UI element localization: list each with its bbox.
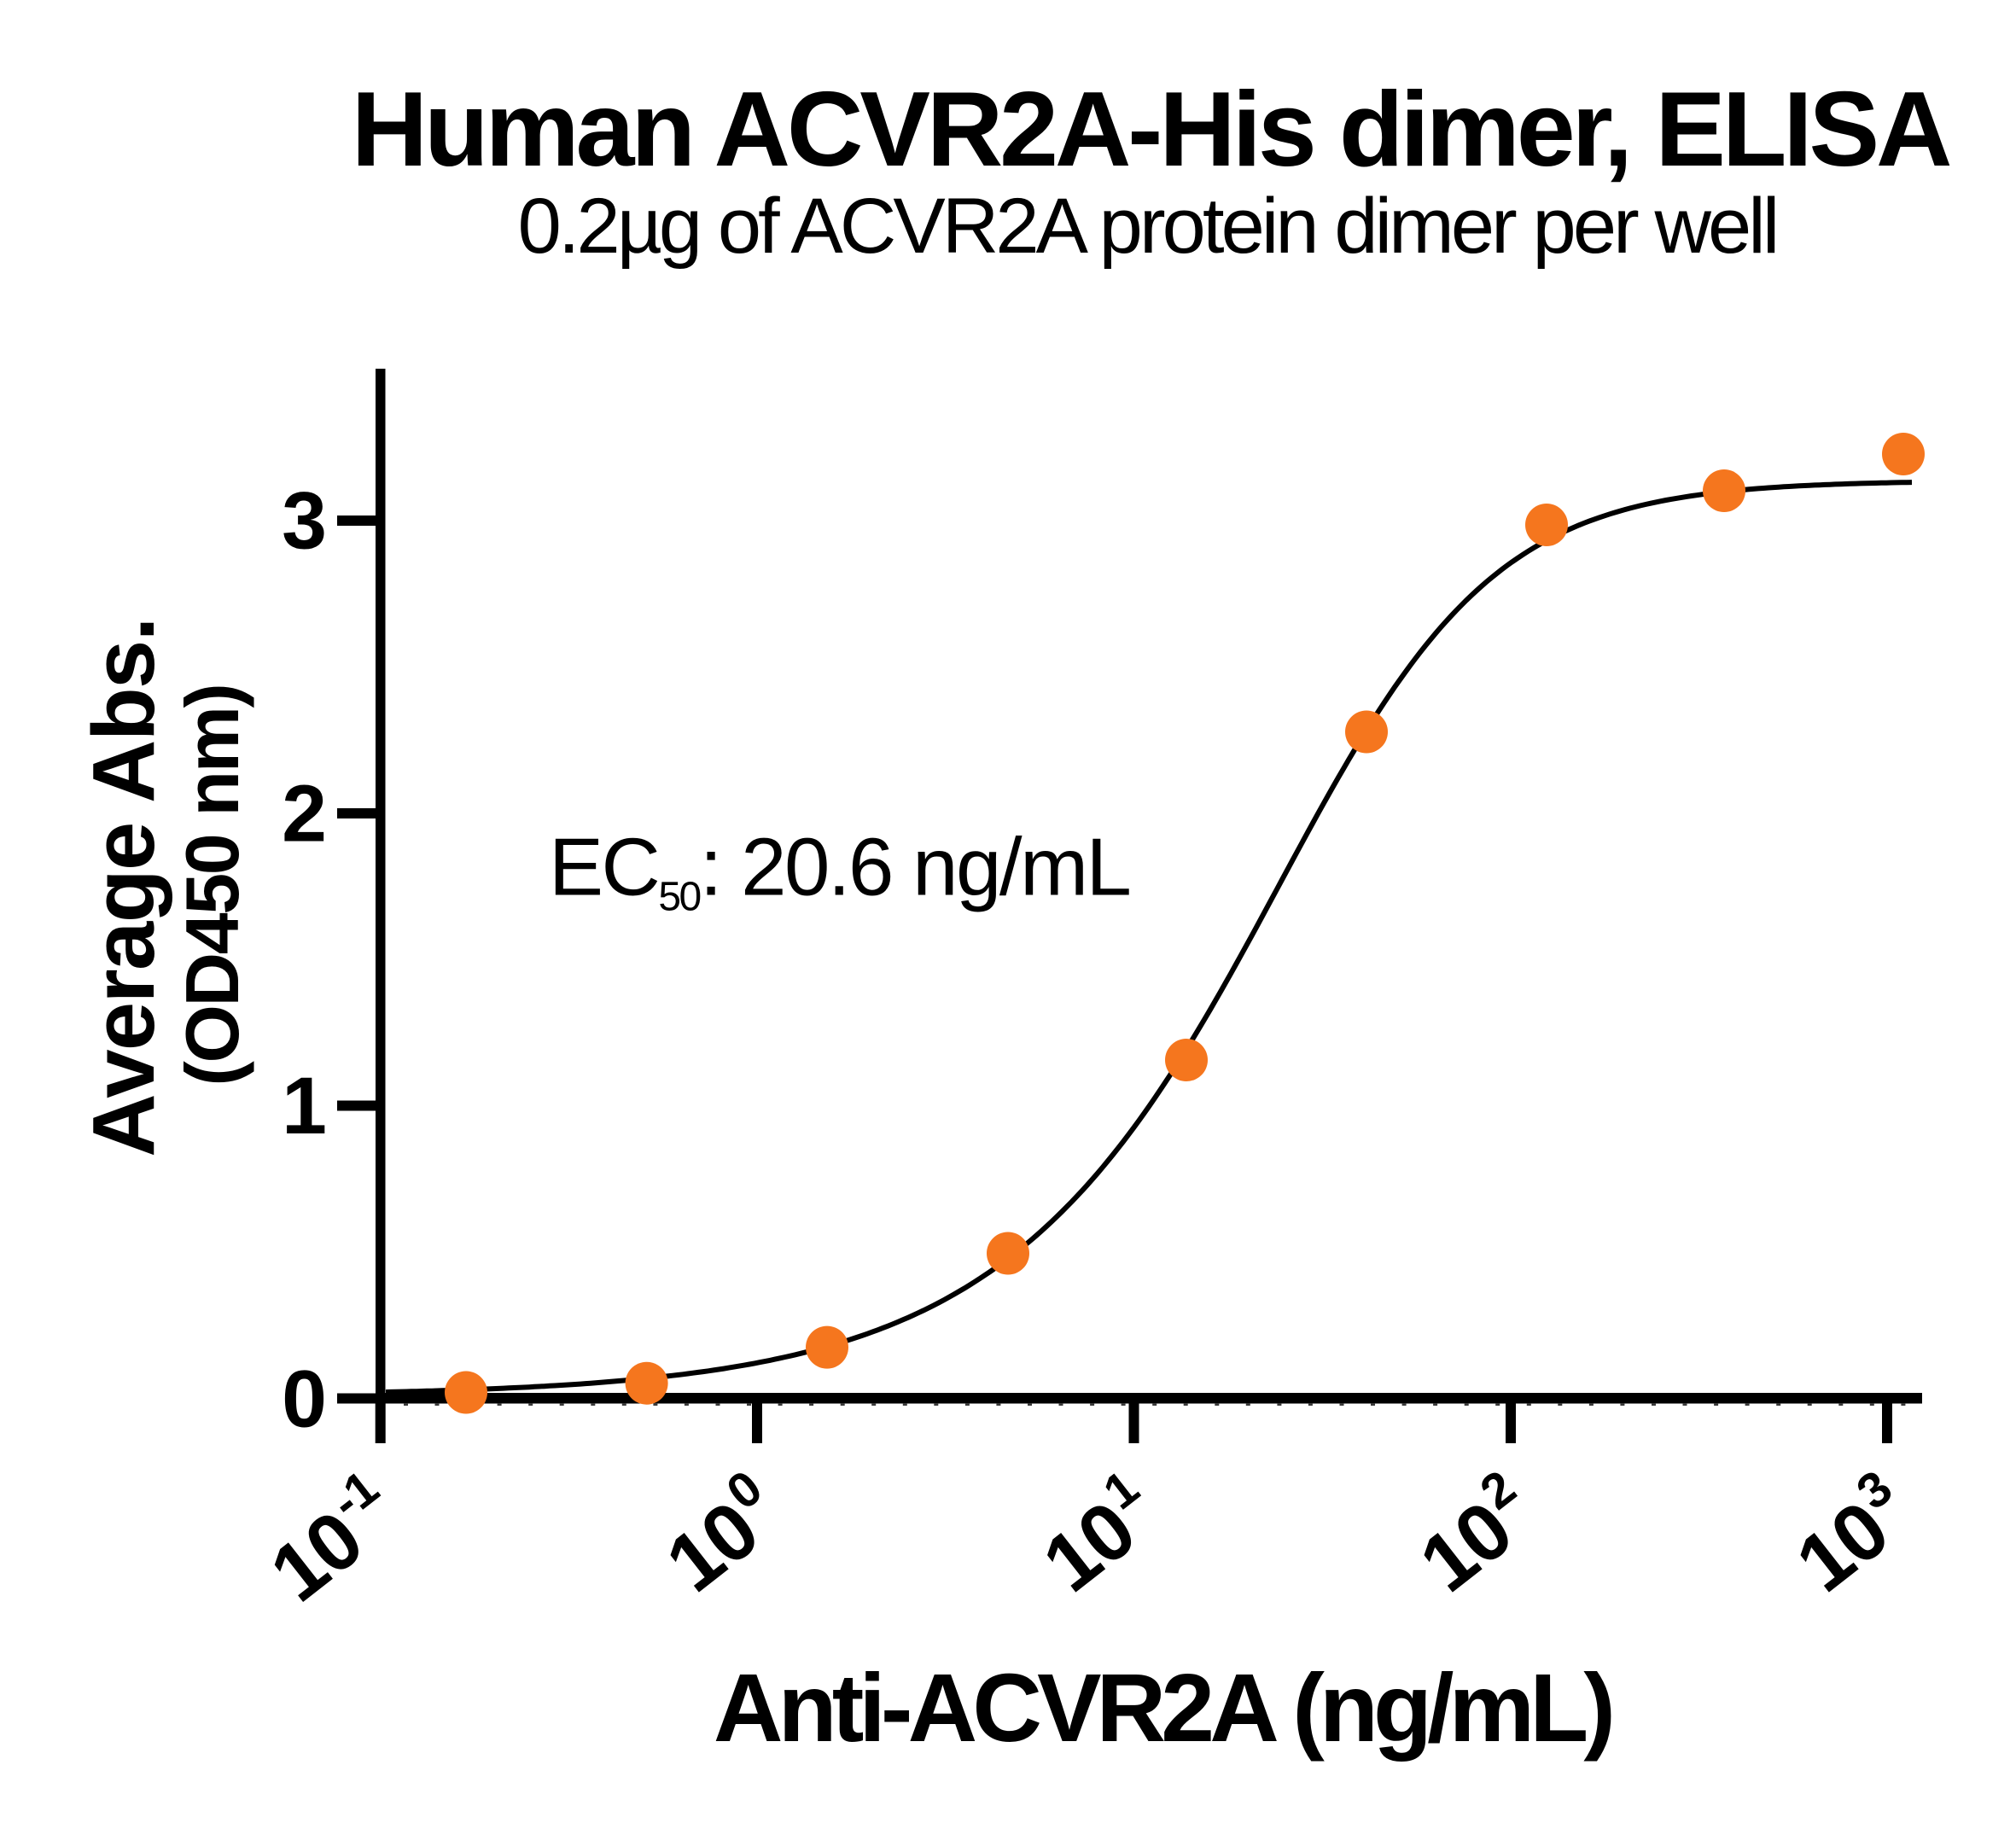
svg-text:Average Abs.: Average Abs. (74, 618, 172, 1157)
svg-text:EC50: 20.6 ng/mL: EC50: 20.6 ng/mL (549, 822, 1130, 920)
svg-text:1: 1 (282, 1061, 327, 1151)
svg-text:2: 2 (282, 769, 327, 859)
svg-text:3: 3 (282, 476, 327, 567)
svg-text:0.2µg of ACVR2A protein dimer: 0.2µg of ACVR2A protein dimer per well (518, 183, 1777, 270)
svg-text:Anti-ACVR2A (ng/mL): Anti-ACVR2A (ng/mL) (714, 1654, 1611, 1762)
svg-text:Human ACVR2A-His dimer, ELISA: Human ACVR2A-His dimer, ELISA (352, 71, 1950, 189)
svg-text:0: 0 (282, 1354, 327, 1445)
svg-text:(OD450 nm): (OD450 nm) (170, 685, 254, 1086)
